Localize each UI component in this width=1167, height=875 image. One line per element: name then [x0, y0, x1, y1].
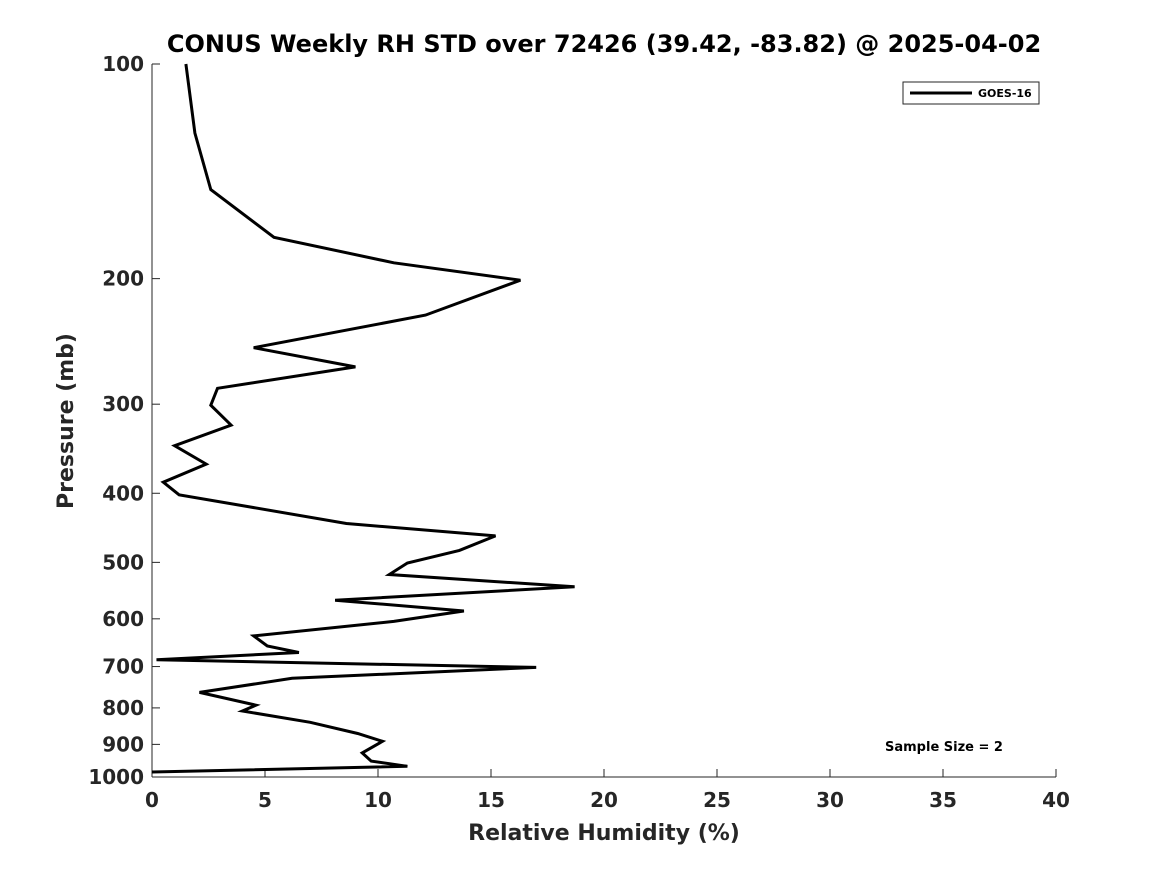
legend: GOES-16: [902, 81, 1040, 105]
sample-size-annotation: Sample Size = 2: [885, 740, 1003, 755]
x-axis-ticks: 0 5 10 15 20 25 30 35 40: [145, 769, 1070, 812]
y-tick-label: 300: [102, 392, 144, 416]
y-tick-label: 1000: [88, 765, 144, 789]
y-tick-label: 400: [102, 481, 144, 505]
axes: [151, 64, 1056, 778]
legend-entry-goes-16: GOES-16: [978, 87, 1032, 100]
y-tick-label: 900: [102, 732, 144, 756]
y-tick-label: 600: [102, 607, 144, 631]
y-tick-label: 500: [102, 550, 144, 574]
series-lines: [151, 63, 575, 774]
y-tick-label: 100: [102, 52, 144, 76]
x-tick-label: 30: [816, 788, 844, 812]
chart-title: CONUS Weekly RH STD over 72426 (39.42, -…: [167, 30, 1041, 58]
x-tick-label: 0: [145, 788, 159, 812]
x-tick-label: 40: [1042, 788, 1070, 812]
x-tick-label: 35: [929, 788, 957, 812]
y-tick-label: 800: [102, 696, 144, 720]
x-axis-label: Relative Humidity (%): [468, 821, 740, 846]
y-tick-label: 700: [102, 655, 144, 679]
y-axis-label: Pressure (mb): [54, 333, 79, 509]
y-tick-label: 200: [102, 267, 144, 291]
y-axis-ticks: 100 200 300 400 500 600 700 800 900 1000: [88, 52, 160, 789]
x-tick-label: 15: [477, 788, 505, 812]
x-tick-label: 25: [703, 788, 731, 812]
series-line-goes-16: [151, 63, 575, 774]
x-tick-label: 5: [258, 788, 272, 812]
x-tick-label: 10: [364, 788, 392, 812]
x-tick-label: 20: [590, 788, 618, 812]
